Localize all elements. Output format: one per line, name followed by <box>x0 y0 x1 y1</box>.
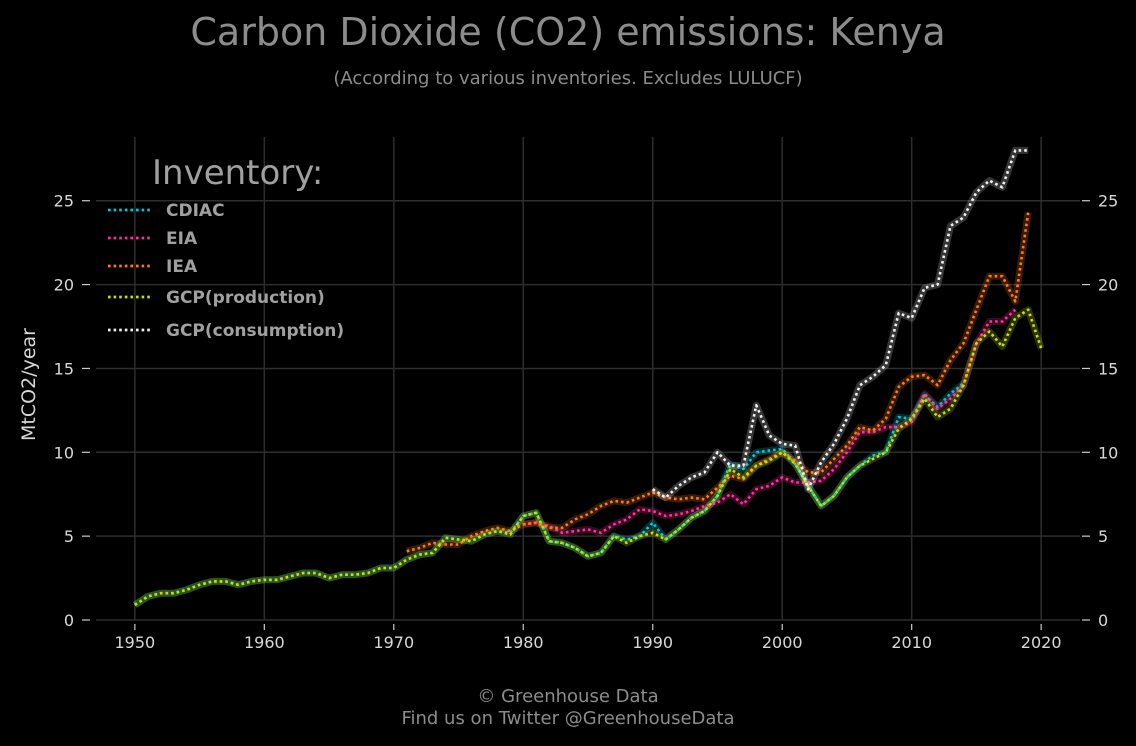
y-tick-label-right: 20 <box>1098 276 1118 295</box>
legend-label-gcp-consumption: GCP(consumption) <box>166 321 344 341</box>
legend-label-cdiac: CDIAC <box>166 201 225 221</box>
x-tick-label: 1960 <box>244 633 285 652</box>
y-tick-label-left: 20 <box>54 276 74 295</box>
y-tick-label-right: 25 <box>1098 192 1118 211</box>
series-glow-eia <box>522 307 1018 537</box>
y-tick-label-left: 5 <box>64 527 74 546</box>
y-axis-label: MtCO2/year <box>18 328 40 441</box>
y-tick-label-left: 10 <box>54 443 74 462</box>
x-tick-label: 2010 <box>891 633 932 652</box>
y-tick-label-right: 5 <box>1098 527 1108 546</box>
y-tick-label-left: 15 <box>54 359 74 378</box>
page-subtitle: (According to various inventories. Exclu… <box>333 68 803 89</box>
legend-label-iea: IEA <box>166 257 198 277</box>
x-tick-label: 1950 <box>114 633 155 652</box>
chart-legend: Inventory: CDIAC EIA IEA GCP(production) GCP(… <box>108 153 344 341</box>
legend-label-gcp-production: GCP(production) <box>166 288 325 308</box>
series-line-eia <box>523 308 1017 535</box>
chart-grid <box>96 137 1080 621</box>
x-tick-label: 1990 <box>632 633 673 652</box>
y-tick-label-right: 0 <box>1098 611 1108 630</box>
twitter-footer: Find us on Twitter @GreenhouseData <box>401 708 735 729</box>
series-layer <box>132 146 1045 608</box>
legend-title: Inventory: <box>152 153 323 193</box>
x-tick-label: 2000 <box>762 633 803 652</box>
y-tick-label-right: 10 <box>1098 443 1118 462</box>
series-line-gcp-production <box>134 308 1043 606</box>
page-title: Carbon Dioxide (CO2) emissions: Kenya <box>190 10 946 54</box>
series-glow-gcp-production <box>132 306 1045 608</box>
x-tick-label: 1970 <box>373 633 414 652</box>
y-tick-label-right: 15 <box>1098 359 1118 378</box>
series-line-iea <box>406 212 1030 553</box>
x-tick-label: 1980 <box>503 633 544 652</box>
legend-label-eia: EIA <box>166 229 198 249</box>
copyright-footer: © Greenhouse Data <box>477 686 659 707</box>
y-tick-label-left: 25 <box>54 192 74 211</box>
series-line-gcp-consumption <box>651 149 1029 499</box>
x-tick-label: 2020 <box>1021 633 1062 652</box>
y-tick-label-left: 0 <box>64 611 74 630</box>
